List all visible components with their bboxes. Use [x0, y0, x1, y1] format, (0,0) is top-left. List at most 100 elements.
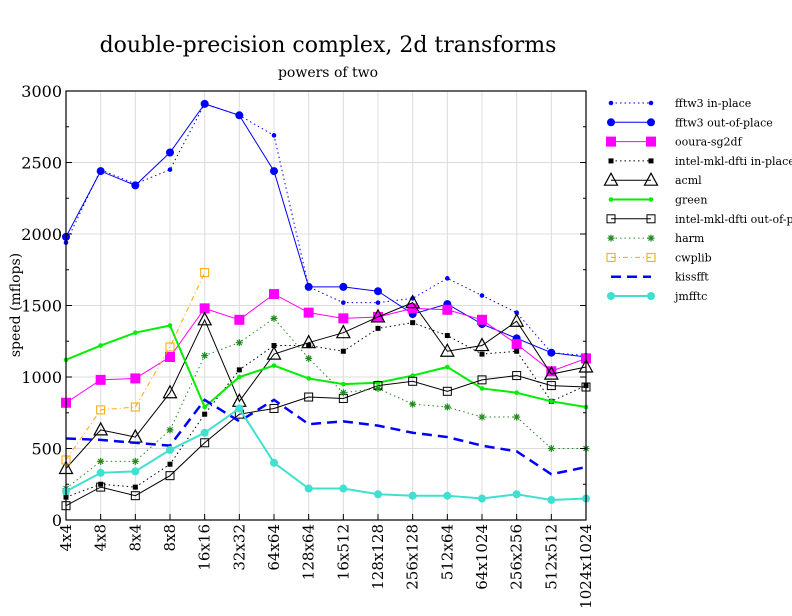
marker-dot [166, 446, 174, 454]
marker-dot [514, 390, 519, 395]
legend-item: harm [608, 232, 705, 245]
marker-dot [272, 133, 277, 138]
marker-dot [445, 365, 450, 370]
legend-item: intel-mkl-dfti in-place [609, 155, 792, 168]
x-tick-label: 128x64 [300, 524, 318, 580]
marker-square [609, 158, 614, 163]
series-green [64, 323, 589, 409]
marker-dot [478, 495, 486, 503]
marker-star [608, 235, 615, 242]
legend-label: acml [675, 174, 702, 187]
x-tick-label: 8x8 [161, 524, 179, 552]
marker-dot [607, 292, 615, 300]
legend-label: ooura-sg2df [675, 136, 743, 149]
marker-dot [607, 118, 615, 126]
marker-dot [341, 300, 346, 305]
marker-dot [133, 330, 138, 335]
marker-dot [647, 118, 655, 126]
x-tick-label: 4x8 [92, 524, 110, 552]
marker-square [130, 373, 140, 383]
x-tick-label: 512x64 [438, 524, 456, 580]
x-tick-label: 128x128 [369, 524, 387, 590]
series-fftw3-in-place [64, 102, 589, 358]
marker-square [237, 367, 242, 372]
x-tick-label: 512x512 [542, 524, 560, 590]
marker-dot [305, 283, 313, 291]
legend-label: harm [675, 232, 705, 245]
y-tick-label: 500 [31, 440, 62, 459]
marker-dot [339, 485, 347, 493]
marker-dot [168, 323, 173, 328]
marker-square [269, 289, 279, 299]
legend-item: kissfft [611, 271, 709, 284]
marker-square [512, 339, 522, 349]
marker-star [305, 355, 312, 362]
marker-dot [201, 429, 209, 437]
marker-dot [609, 101, 614, 106]
legend-label: fftw3 out-of-place [675, 116, 773, 129]
marker-star [97, 458, 104, 465]
marker-dot [201, 100, 209, 108]
marker-dot [549, 399, 554, 404]
marker-dot [374, 287, 382, 295]
marker-square [649, 158, 654, 163]
marker-dot [270, 459, 278, 467]
legend-item: cwplib [607, 251, 712, 264]
marker-star [548, 445, 555, 452]
y-tick-label: 3000 [21, 82, 62, 101]
marker-dot [235, 404, 243, 412]
y-tick-label: 1500 [21, 297, 62, 316]
series-kissfft [66, 400, 586, 474]
marker-star [648, 235, 655, 242]
series-line [66, 104, 586, 357]
legend-label: intel-mkl-dfti in-place [675, 155, 792, 168]
series-line [66, 303, 586, 469]
legend-item: acml [605, 173, 703, 187]
marker-dot [98, 343, 103, 348]
marker-dot [131, 467, 139, 475]
grid [66, 91, 586, 520]
marker-square [341, 349, 346, 354]
marker-star [271, 315, 278, 322]
marker-square [410, 320, 415, 325]
marker-triangle [605, 173, 618, 185]
legend-label: green [675, 194, 707, 207]
marker-square [168, 462, 173, 467]
marker-square [376, 326, 381, 331]
series-line [66, 400, 586, 474]
legend-item: jmfftc [607, 290, 707, 303]
x-tick-label: 8x4 [126, 524, 144, 552]
marker-square [445, 333, 450, 338]
series-line [66, 376, 586, 506]
marker-dot [97, 469, 105, 477]
marker-dot [202, 405, 207, 410]
marker-dot [547, 349, 555, 357]
marker-dot [235, 111, 243, 119]
x-tick-label: 16x512 [334, 524, 352, 580]
marker-dot [445, 276, 450, 281]
marker-dot [409, 492, 417, 500]
marker-star [444, 404, 451, 411]
marker-dot [649, 101, 654, 106]
marker-star [236, 339, 243, 346]
legend-label: kissfft [675, 271, 709, 284]
marker-dot [305, 485, 313, 493]
marker-dot [647, 292, 655, 300]
x-tick-label: 32x32 [230, 524, 248, 571]
marker-dot [306, 376, 311, 381]
series-line [66, 318, 586, 488]
x-tick-label: 4x4 [57, 524, 75, 552]
marker-dot [270, 167, 278, 175]
x-tick-label: 64x64 [265, 524, 283, 571]
legend-label: intel-mkl-dfti out-of-place [675, 213, 792, 226]
marker-star [132, 458, 139, 465]
series-line [66, 323, 586, 497]
marker-square [98, 482, 103, 487]
legend-label: fftw3 in-place [675, 97, 751, 110]
marker-dot [513, 490, 521, 498]
marker-square [477, 315, 487, 325]
marker-square [234, 315, 244, 325]
series-harm [63, 315, 590, 492]
x-tick-label: 16x16 [196, 524, 214, 571]
